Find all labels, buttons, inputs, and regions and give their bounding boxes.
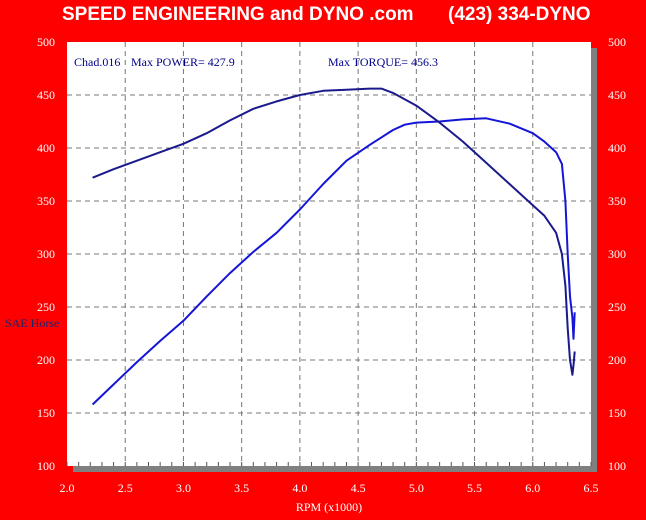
series-lines <box>91 87 576 406</box>
x-tick-label: 4.0 <box>292 481 307 495</box>
x-tick-label: 3.0 <box>176 481 191 495</box>
y-tick-label-right: 300 <box>608 247 626 261</box>
y-tick-label-left: 100 <box>37 459 55 473</box>
grid-lines <box>66 42 592 466</box>
y-tick-label-right: 150 <box>608 406 626 420</box>
y-tick-label-right: 400 <box>608 141 626 155</box>
tick-labels: 2.0 2.5 3.0 3.5 4.0 4.5 5.0 5.5 6.0 6.5 100 100 150 1… <box>37 35 626 495</box>
y-tick-label-left: 200 <box>37 353 55 367</box>
y-tick-label-right: 200 <box>608 353 626 367</box>
y-tick-label-right: 450 <box>608 88 626 102</box>
y-tick-label-left: 500 <box>37 35 55 49</box>
x-tick-label: 2.5 <box>118 481 133 495</box>
y-tick-label-right: 350 <box>608 194 626 208</box>
y-tick-label-left: 300 <box>37 247 55 261</box>
run-label: Chad.016 <box>74 55 120 69</box>
max-torque-label: Max TORQUE= 456.3 <box>328 55 438 69</box>
y-tick-label-left: 150 <box>37 406 55 420</box>
x-tick-label: 5.0 <box>409 481 424 495</box>
header-shop-name: SPEED ENGINEERING and DYNO .com <box>62 4 414 25</box>
x-tick-label: 4.5 <box>351 481 366 495</box>
y-axis-label: SAE Horse <box>5 316 59 330</box>
x-tick-label: 3.5 <box>234 481 249 495</box>
max-power-label: Max POWER= 427.9 <box>131 55 235 69</box>
header-phone: (423) 334-DYNO <box>448 4 591 25</box>
x-tick-label: 2.0 <box>60 481 75 495</box>
y-tick-label-right: 250 <box>608 300 626 314</box>
power-curve <box>91 117 576 406</box>
y-tick-label-right: 100 <box>608 459 626 473</box>
x-tick-label: 6.0 <box>525 481 540 495</box>
y-tick-label-left: 400 <box>37 141 55 155</box>
y-tick-label-right: 500 <box>608 35 626 49</box>
x-tick-label: 5.5 <box>467 481 482 495</box>
x-tick-label: 6.5 <box>584 481 599 495</box>
y-tick-label-left: 250 <box>37 300 55 314</box>
y-tick-label-left: 350 <box>37 194 55 208</box>
y-tick-label-left: 450 <box>37 88 55 102</box>
torque-curve <box>92 87 576 376</box>
x-axis-label: RPM (x1000) <box>296 500 362 514</box>
